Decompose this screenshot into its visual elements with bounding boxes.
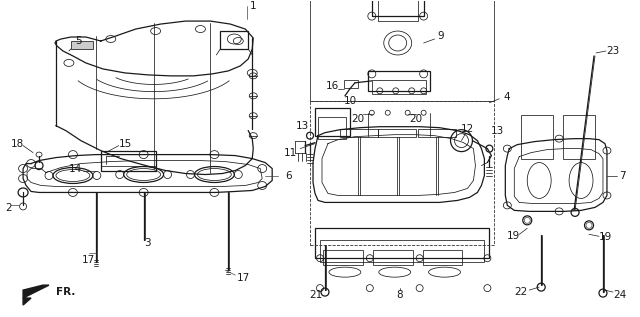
Text: 23: 23 [606,46,620,56]
Bar [220,31,248,49]
Text: 2: 2 [5,204,12,213]
Bar [315,228,490,258]
Text: FR.: FR. [56,287,76,297]
Text: 16: 16 [325,81,339,91]
Text: 20: 20 [351,114,364,124]
Text: 9: 9 [437,31,444,41]
Text: 20: 20 [409,114,422,124]
Text: 1: 1 [250,1,257,11]
Polygon shape [23,285,49,305]
Bar [315,108,350,136]
Text: 14: 14 [69,164,83,173]
Text: 17: 17 [237,273,250,283]
Bar [422,250,463,265]
Text: 19: 19 [507,231,520,241]
Text: 3: 3 [144,238,151,248]
Bar [373,250,413,265]
Bar [372,0,424,16]
Text: 8: 8 [396,290,403,300]
Bar [310,101,494,245]
Text: 24: 24 [613,290,627,300]
Text: 13: 13 [296,121,308,131]
Bar [368,71,429,91]
Bar [563,115,595,158]
Bar [318,117,346,139]
Bar [71,41,93,49]
Bar [323,250,363,265]
Bar [521,115,553,158]
Text: 6: 6 [285,171,291,180]
Text: 15: 15 [119,139,132,149]
Bar [320,240,484,262]
Text: 19: 19 [598,232,612,242]
Text: 11: 11 [284,148,297,158]
Bar [340,129,378,137]
Text: 5: 5 [76,36,82,46]
Text: 17: 17 [82,255,95,265]
Bar [378,0,418,21]
Text: 18: 18 [10,139,24,149]
Bar [344,80,358,88]
Text: 21: 21 [309,290,323,300]
Text: 4: 4 [503,92,509,102]
Bar [378,129,415,137]
Text: 7: 7 [620,171,626,180]
Bar [100,151,156,171]
Text: 13: 13 [491,126,504,136]
Text: 10: 10 [343,96,356,106]
Text: 22: 22 [515,287,528,297]
Bar [310,0,494,101]
Bar [418,129,456,137]
Text: 12: 12 [461,124,474,134]
Bar [372,80,426,94]
